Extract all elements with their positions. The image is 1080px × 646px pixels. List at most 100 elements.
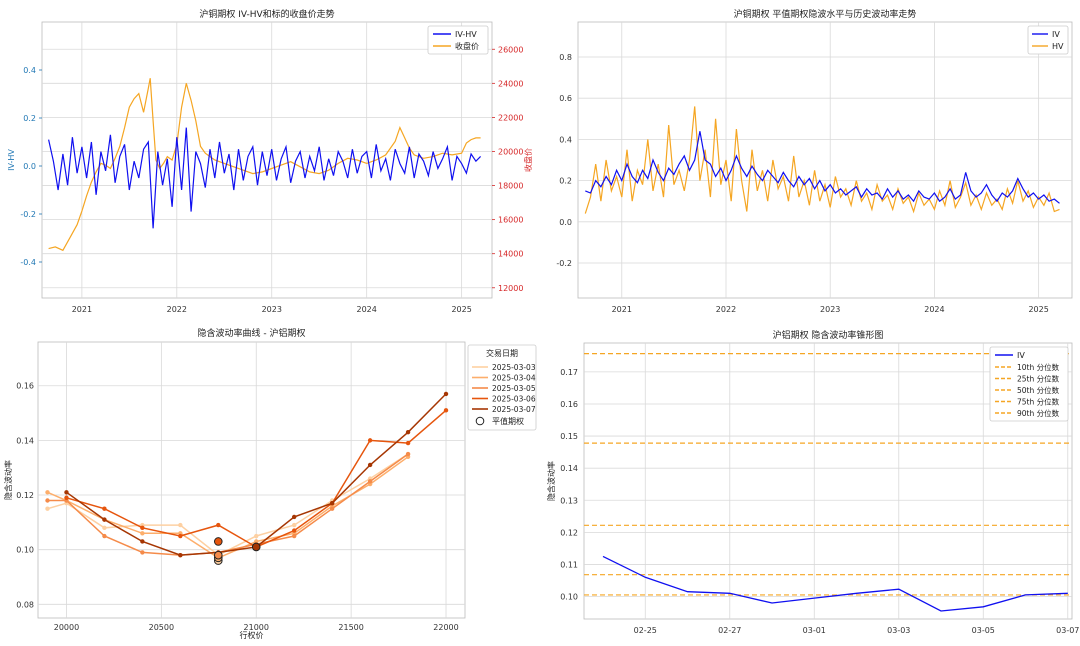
y-tick-label: 0.0: [23, 162, 36, 171]
y-tick-label: 0.16: [560, 400, 578, 409]
y2-tick-label: 24000: [498, 79, 523, 88]
plot-frame: [41, 21, 493, 299]
x-tick-label: 20000: [54, 623, 79, 632]
legend-label: 2025-03-04: [492, 374, 536, 383]
plot-frame: [37, 341, 466, 619]
smile-series-line: [47, 453, 409, 556]
legend-label: 2025-03-07: [492, 405, 536, 414]
x-tick-label: 02-27: [718, 626, 741, 635]
y2-tick-label: 16000: [498, 216, 523, 225]
legend-label: 2025-03-05: [492, 384, 536, 393]
smile-data-point: [102, 517, 107, 522]
legend-label: 2025-03-03: [492, 363, 536, 372]
smile-data-point: [292, 514, 297, 520]
x-tick-label: 2021: [72, 305, 92, 314]
y-tick-label: 0.2: [23, 114, 36, 123]
smile-data-point: [140, 539, 145, 544]
chart-iv-hv-price: 12000 14000 16000 18000 20000 22000 24000 26000…: [7, 8, 533, 314]
chart-title: 隐含波动率曲线 - 沪铝期权: [198, 327, 306, 339]
smile-data-point: [405, 429, 411, 435]
atm-option-marker: [251, 542, 261, 552]
legend-label: 10th 分位数: [1017, 362, 1060, 372]
series-iv-hv-line: [48, 127, 482, 229]
y-tick-label: 0.4: [559, 135, 572, 144]
smile-data-point: [140, 531, 145, 536]
y-tick-label: 0.8: [559, 53, 572, 62]
y-tick-label: 0.11: [560, 560, 578, 569]
y-axis-label: IV-HV: [7, 149, 16, 171]
legend-label: IV: [1017, 351, 1025, 360]
y-tick-label: 0.10: [16, 546, 34, 555]
legend-label: IV-HV: [455, 30, 477, 39]
y-axis-label: 隐含波动率: [3, 460, 13, 500]
smile-series-line: [47, 453, 409, 556]
legend-label: HV: [1052, 42, 1064, 51]
legend-label: 50th 分位数: [1017, 385, 1060, 395]
y-tick-label: 0.16: [16, 382, 34, 391]
smile-data-point: [45, 490, 50, 495]
smile-data-point: [405, 451, 411, 457]
smile-data-point: [140, 525, 145, 531]
y-tick-label: 0.0: [559, 218, 572, 227]
smile-data-point: [329, 501, 335, 506]
x-tick-label: 02-25: [634, 626, 657, 635]
chart-volatility-smile: 0.08 0.10 0.12 0.14 0.16 20000 20500 21000 21500…: [3, 327, 537, 640]
legend-label: 平值期权: [492, 416, 524, 426]
legend-swatch-atm: [475, 416, 485, 426]
y2-tick-label: 12000: [498, 284, 523, 293]
y-tick-label: 0.4: [23, 66, 36, 75]
x-tick-label: 03-03: [887, 626, 910, 635]
smile-data-point: [443, 391, 449, 397]
y-tick-label: 0.08: [16, 600, 34, 609]
x-tick-label: 2022: [716, 305, 736, 314]
smile-data-point: [64, 495, 69, 500]
y-tick-label: -0.4: [20, 258, 36, 267]
y-tick-label: 0.12: [16, 491, 34, 500]
y-tick-label: 0.14: [560, 464, 578, 473]
series-iv-line: [602, 555, 1068, 612]
x-tick-label: 2021: [612, 305, 632, 314]
smile-data-point: [443, 408, 449, 413]
atm-option-marker: [213, 550, 223, 560]
legend-label: 75th 分位数: [1017, 397, 1060, 407]
y2-tick-label: 20000: [498, 147, 523, 156]
smile-data-point: [405, 440, 411, 446]
legend-label: 收盘价: [455, 41, 479, 51]
y-tick-label: 0.14: [16, 436, 34, 445]
plot-frame: [583, 342, 1073, 620]
legend-label: IV: [1052, 30, 1060, 39]
x-tick-label: 2022: [167, 305, 187, 314]
smile-data-point: [178, 533, 183, 539]
legend-box: [989, 346, 1069, 422]
y-tick-label: 0.17: [560, 368, 578, 377]
x-tick-label: 20500: [149, 623, 174, 632]
x-tick-label: 21000: [244, 623, 269, 632]
y-tick-label: 0.15: [560, 432, 578, 441]
smile-data-point: [64, 490, 69, 495]
x-tick-label: 2025: [451, 305, 471, 314]
x-tick-label: 2023: [820, 305, 840, 314]
series-iv-line: [585, 131, 1060, 204]
smile-data-point: [367, 462, 373, 468]
smile-data-point: [102, 525, 107, 531]
smile-data-point: [367, 479, 373, 484]
x-axis-label: 行权价: [240, 630, 264, 640]
y2-axis-label: 收盘价: [523, 148, 533, 172]
series-hv-line: [584, 106, 1060, 214]
smile-data-point: [292, 528, 297, 533]
chart-title: 沪铜期权 IV-HV和标的收盘价走势: [199, 8, 334, 20]
legend-box: [427, 25, 489, 55]
legend-title: 交易日期: [486, 348, 518, 358]
atm-option-marker: [213, 537, 223, 546]
chart-title: 沪铝期权 隐含波动率锥形图: [773, 329, 884, 341]
smile-data-point: [216, 522, 221, 528]
x-tick-label: 22000: [433, 623, 458, 632]
smile-data-point: [45, 498, 50, 503]
smile-data-point: [178, 522, 183, 528]
smile-data-point: [254, 533, 259, 539]
smile-data-point: [292, 533, 297, 539]
legend-label: 2025-03-06: [492, 395, 536, 404]
x-tick-label: 03-01: [803, 626, 826, 635]
y2-tick-label: 22000: [498, 113, 523, 122]
